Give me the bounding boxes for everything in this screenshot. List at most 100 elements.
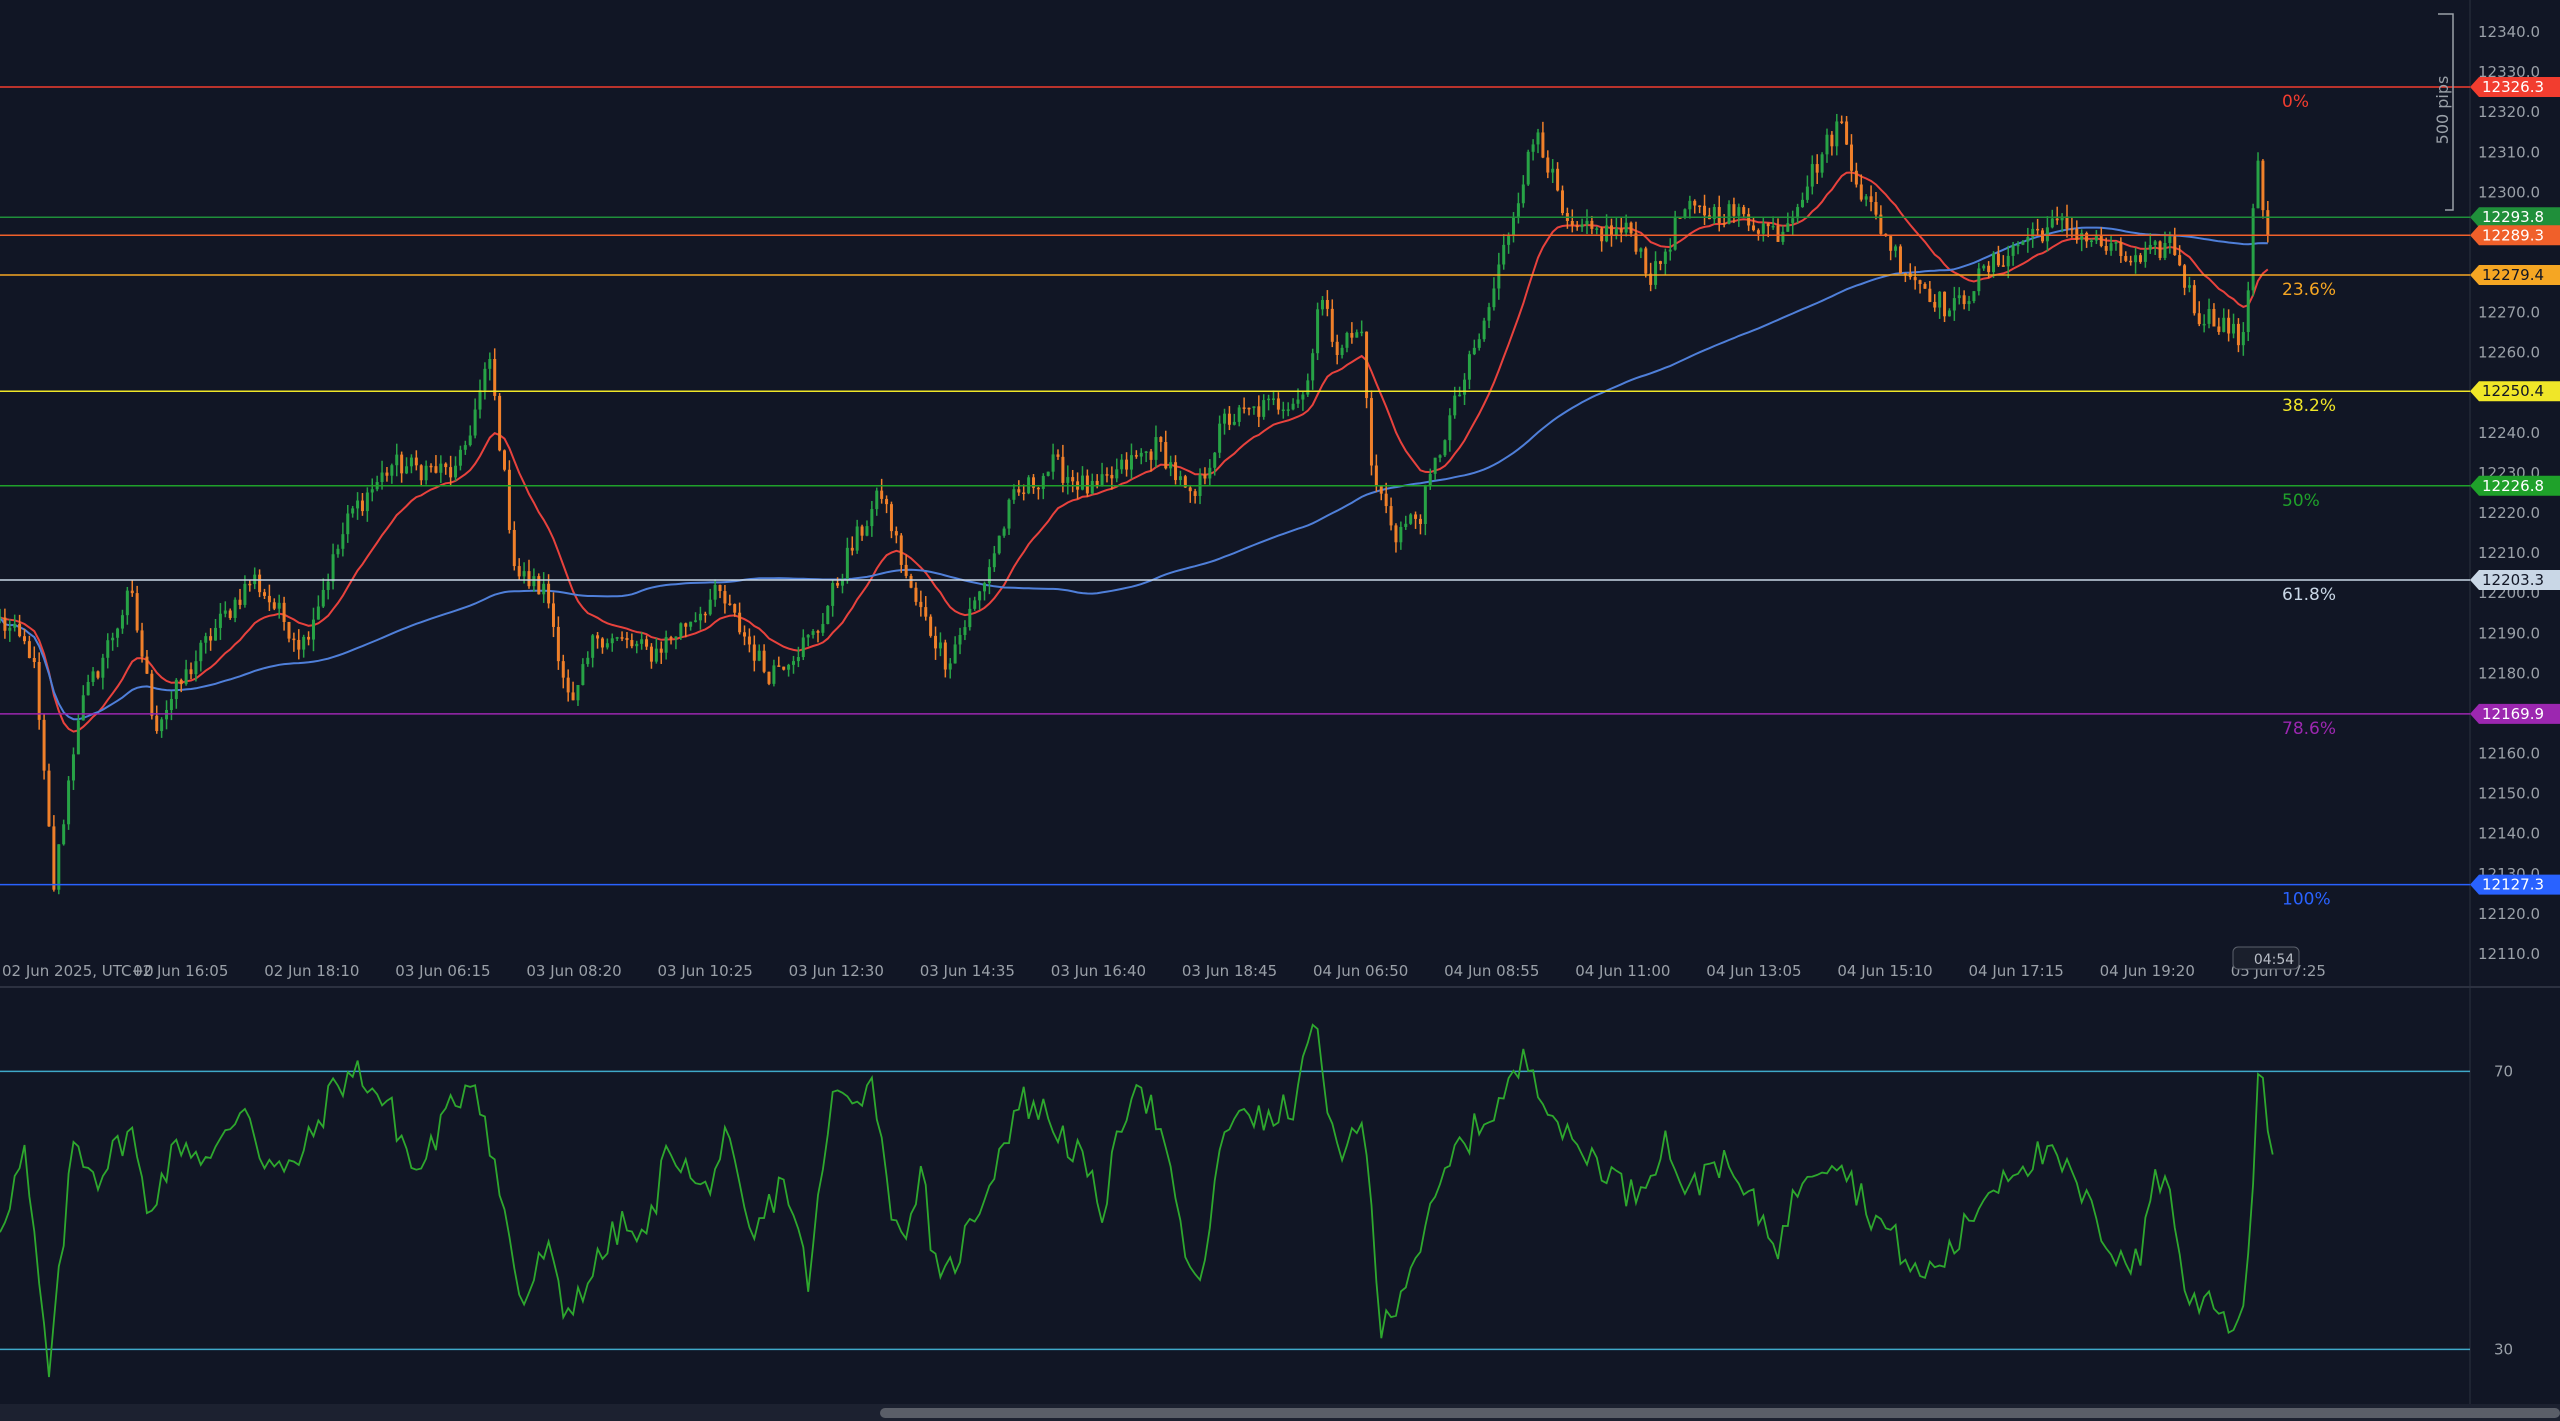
candle-body (1031, 477, 1035, 488)
candle (2148, 233, 2152, 254)
candle (356, 492, 360, 520)
candle-body (2099, 235, 2103, 246)
candle-body (52, 826, 56, 890)
candle-body (37, 661, 41, 720)
candle (757, 644, 761, 662)
candle-body (2021, 241, 2025, 245)
candle-body (1649, 273, 1653, 285)
candle (1100, 462, 1104, 487)
fib-price-badge-6-shape (2470, 874, 2560, 895)
candle (561, 654, 565, 689)
fib-price-badge-5: 12169.9 (2470, 703, 2560, 724)
candle (316, 595, 320, 620)
candle-body (1286, 409, 1290, 411)
candle-body (2222, 317, 2226, 332)
candle-body (1051, 454, 1055, 472)
candle-body (400, 454, 404, 474)
candle-body (130, 590, 134, 594)
candle (1350, 322, 1354, 344)
candle-body (1673, 217, 1677, 250)
y-axis-tick-label: 12120.0 (2478, 905, 2540, 923)
price-pane-background (0, 0, 2470, 952)
candle (1688, 195, 1692, 219)
candle-body (1972, 291, 1976, 302)
candle-body (1409, 514, 1413, 524)
fib-price-badge-2: 12250.4 (2470, 381, 2560, 402)
candle-body (649, 646, 653, 662)
candle-body (1384, 493, 1388, 507)
candle-body (302, 636, 306, 650)
candle (556, 616, 560, 670)
candle (1595, 226, 1599, 235)
candle-body (1624, 222, 1628, 233)
y-axis-tick-label: 12210.0 (2478, 544, 2540, 562)
candle (1115, 458, 1119, 483)
candle-body (1208, 467, 1212, 479)
candle (1443, 439, 1447, 457)
candle-body (2207, 308, 2211, 324)
candle-body (1654, 261, 1658, 285)
countdown-badge: 04:54 (2232, 946, 2300, 970)
candle-body (919, 601, 923, 608)
candle-body (1923, 284, 1927, 289)
candle (1845, 115, 1849, 145)
candle-body (385, 472, 389, 476)
candle-body (1360, 331, 1364, 334)
candle (1639, 247, 1643, 259)
candle (1129, 443, 1133, 480)
candle-body (1536, 132, 1540, 145)
candle (1232, 413, 1236, 426)
fib-price-badge-6-label: 12127.3 (2482, 876, 2544, 894)
candle (248, 580, 252, 592)
candle-body (978, 591, 982, 601)
candle (586, 651, 590, 667)
candle (1046, 471, 1050, 477)
candle-body (591, 635, 595, 658)
fib-price-badge-0: 12326.3 (2470, 76, 2560, 97)
candle (1957, 287, 1961, 305)
candle-body (1487, 307, 1491, 321)
candle (473, 398, 477, 439)
candle (1952, 286, 1956, 321)
candle (816, 629, 820, 643)
candle (116, 627, 120, 648)
candle (2207, 298, 2211, 329)
candle (302, 634, 306, 658)
candle-body (1639, 248, 1643, 252)
candle-body (1820, 154, 1824, 173)
candle (3, 608, 7, 639)
x-axis-tick-label: 04 Jun 06:50 (1313, 962, 1408, 980)
candle (307, 631, 311, 646)
candle-body (1854, 170, 1858, 185)
candle (463, 440, 467, 455)
candle (551, 592, 555, 638)
candle-body (2251, 208, 2255, 291)
candle-body (948, 663, 952, 670)
fib-price-badge-1: 12279.4 (2470, 264, 2560, 285)
countdown-label: 04:54 (2254, 952, 2294, 968)
candle (1972, 290, 1976, 304)
candle-body (1139, 452, 1143, 457)
candle-body (522, 571, 526, 577)
candle-body (1575, 225, 1579, 228)
candle (1521, 175, 1525, 208)
candle-body (2055, 218, 2059, 221)
x-axis-tick-label: 03 Jun 06:15 (395, 962, 490, 980)
candle-body (1281, 409, 1285, 412)
candle (1654, 251, 1658, 290)
range-measure-tool[interactable]: 500 pips (2433, 13, 2454, 211)
candle (71, 747, 75, 790)
candle (1810, 155, 1814, 195)
candle-body (458, 449, 462, 466)
candle (370, 478, 374, 502)
candle (2001, 255, 2005, 267)
candle-body (2183, 265, 2187, 288)
candle (1193, 488, 1197, 504)
candle-body (214, 627, 218, 641)
candle-body (1325, 299, 1329, 309)
fib-level-label-0: 0% (2282, 92, 2309, 112)
scrollbar-thumb[interactable] (880, 1408, 2560, 1418)
candle (1859, 174, 1863, 202)
candle-body (850, 547, 854, 551)
